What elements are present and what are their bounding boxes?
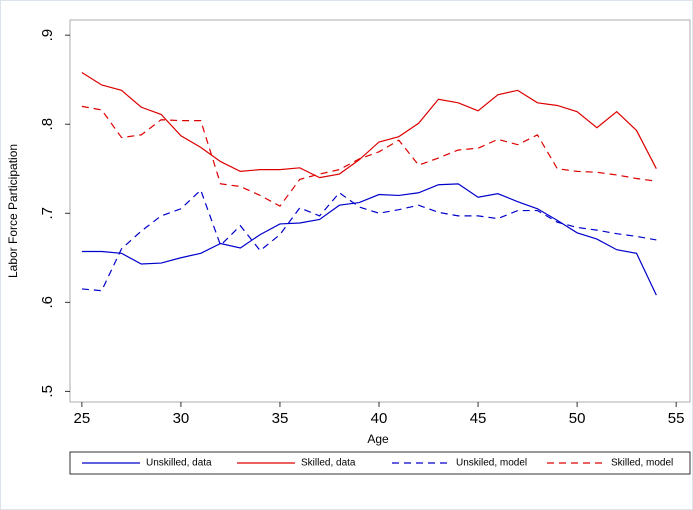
legend-label: Skilled, model: [611, 458, 673, 469]
y-tick-label: .9: [39, 29, 56, 42]
series-line: [81, 189, 657, 292]
legend-label: Skilled, data: [301, 458, 356, 469]
y-tick-label: .5: [39, 385, 56, 398]
y-tick-label: .7: [39, 207, 56, 220]
y-tick-label: .6: [39, 296, 56, 309]
series-line: [81, 105, 657, 207]
legend-label: Unskiled, model: [456, 458, 527, 469]
series-line: [81, 72, 657, 179]
legend: [69, 451, 691, 475]
x-tick-label: 40: [371, 410, 388, 427]
x-tick-label: 30: [173, 410, 190, 427]
x-tick-label: 50: [569, 410, 586, 427]
legend-label: Unskilled, data: [146, 458, 212, 469]
x-tick-label: 45: [470, 410, 487, 427]
x-axis-label: Age: [367, 432, 389, 446]
x-tick-label: 35: [272, 410, 289, 427]
plot-frame: [69, 19, 691, 403]
y-axis-label: Labor Force Participation: [6, 144, 20, 278]
x-tick-label: 55: [668, 410, 685, 427]
y-tick-label: .8: [39, 118, 56, 131]
x-tick-label: 25: [74, 410, 91, 427]
